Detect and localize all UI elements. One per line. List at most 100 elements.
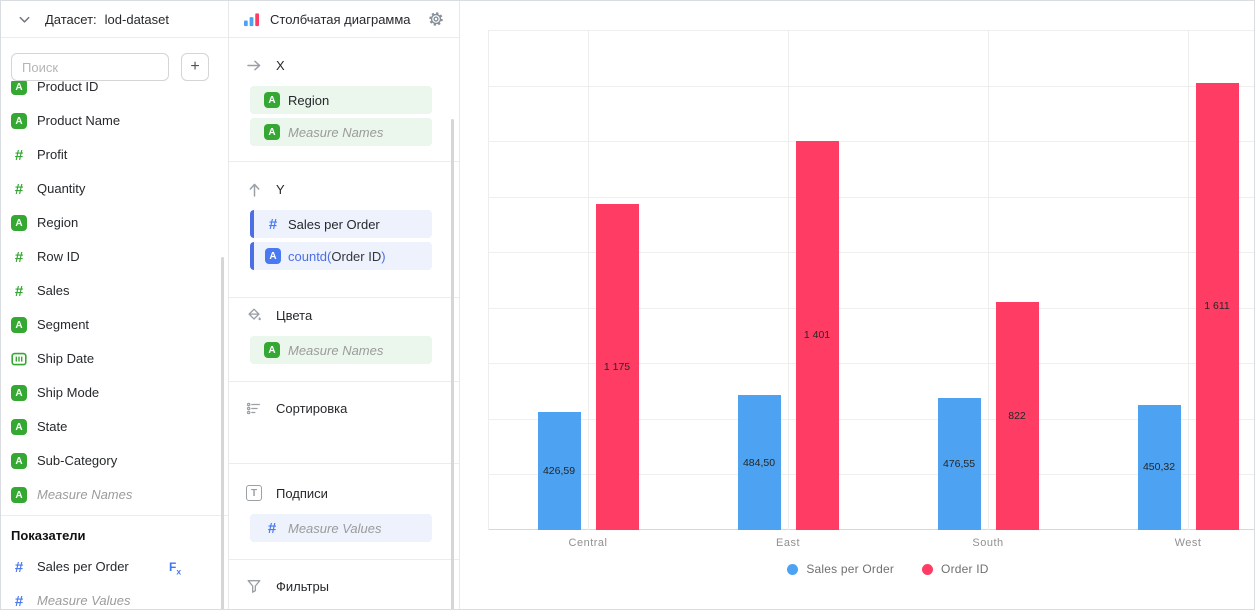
- bar-order-id-east[interactable]: 1 401: [795, 140, 839, 530]
- legend-item-sales-per-order[interactable]: Sales per Order: [787, 562, 894, 576]
- number-field-icon: #: [268, 215, 278, 233]
- paint-bucket-icon: [245, 307, 263, 323]
- bar-sales-per-order-south[interactable]: 476,55: [937, 397, 981, 530]
- pill-measure-values[interactable]: # Measure Values: [250, 514, 432, 542]
- field-item-quantity[interactable]: # Quantity: [1, 172, 220, 206]
- pill-region[interactable]: A Region: [250, 86, 432, 114]
- x-axis-label-south: South: [972, 537, 1004, 549]
- divider: [229, 463, 459, 464]
- string-field-icon: A: [11, 419, 27, 435]
- measures-divider: [1, 515, 228, 516]
- x-axis-labels: Central East South West: [488, 537, 1254, 553]
- measure-item-measure-values[interactable]: # Measure Values: [1, 584, 220, 610]
- labels-pills: # Measure Values: [250, 514, 432, 542]
- measure-list: # Sales per Order Fx # Measure Values: [1, 550, 220, 610]
- plot-area: 426,59 1 175 484,50 1 401 476,55 822 450,32 1 6…: [488, 30, 1254, 530]
- y-gridline: [488, 141, 1254, 143]
- pill-label: countd(Order ID): [288, 248, 386, 264]
- field-item-ship-date[interactable]: Ship Date: [1, 342, 220, 376]
- field-item-region[interactable]: A Region: [1, 206, 220, 240]
- dataset-name[interactable]: lod-dataset: [104, 11, 169, 27]
- pill-label: Measure Names: [288, 342, 384, 358]
- measure-item-sales-per-order[interactable]: # Sales per Order Fx: [1, 550, 220, 584]
- collapse-chevron-icon[interactable]: [17, 12, 32, 27]
- bar-sales-per-order-west[interactable]: 450,32: [1137, 404, 1181, 530]
- x-gridline: [1188, 30, 1189, 530]
- bar-order-id-south[interactable]: 822: [995, 301, 1039, 530]
- bar-chart-type-icon[interactable]: [243, 12, 260, 27]
- formula-fx-icon[interactable]: Fx: [169, 560, 182, 577]
- x-gridline: [588, 30, 589, 530]
- legend-item-order-id[interactable]: Order ID: [922, 562, 989, 576]
- pill-measure-names[interactable]: A Measure Names: [250, 336, 432, 364]
- x-axis-label-west: West: [1174, 537, 1202, 549]
- config-panel-scrollbar[interactable]: [451, 119, 454, 609]
- y-gridline: [488, 418, 1254, 420]
- string-field-icon: A: [264, 342, 280, 358]
- add-field-button[interactable]: +: [181, 53, 209, 81]
- divider: [229, 297, 459, 298]
- pill-label: Measure Names: [288, 124, 384, 140]
- number-field-icon: #: [14, 180, 24, 198]
- number-field-icon: #: [14, 558, 24, 576]
- x-gridline: [788, 30, 789, 530]
- string-field-icon: A: [264, 124, 280, 140]
- colors-pills: A Measure Names: [250, 336, 432, 364]
- category-column-south: 476,55 822: [888, 30, 1088, 530]
- field-search-input[interactable]: [11, 53, 169, 81]
- field-item-measure-names[interactable]: A Measure Names: [1, 478, 220, 512]
- y-axis-icon: [245, 181, 263, 198]
- field-label: Region: [37, 215, 79, 230]
- field-item-product-name[interactable]: A Product Name: [1, 104, 220, 138]
- field-label: Profit: [37, 147, 68, 162]
- date-field-icon: [11, 351, 27, 372]
- measure-label: Sales per Order: [37, 559, 129, 574]
- string-field-icon: A: [11, 317, 27, 333]
- bar-value-label: 484,50: [742, 456, 776, 469]
- bar-sales-per-order-central[interactable]: 426,59: [537, 411, 581, 530]
- measures-header: Показатели: [11, 528, 86, 543]
- string-field-icon: A: [11, 453, 27, 469]
- field-item-segment[interactable]: A Segment: [1, 308, 220, 342]
- field-label: State: [37, 419, 68, 434]
- bar-order-id-west[interactable]: 1 611: [1195, 82, 1239, 530]
- field-item-profit[interactable]: # Profit: [1, 138, 220, 172]
- field-item-ship-mode[interactable]: A Ship Mode: [1, 376, 220, 410]
- legend-label: Sales per Order: [806, 562, 895, 576]
- y-gridline: [488, 252, 1254, 254]
- section-x-label: X: [276, 57, 285, 73]
- y-gridline: [488, 196, 1254, 198]
- pill-stripe: [250, 210, 254, 238]
- bar-sales-per-order-east[interactable]: 484,50: [737, 395, 781, 530]
- field-item-product-id[interactable]: A Product ID: [1, 70, 220, 104]
- legend-label: Order ID: [941, 562, 989, 576]
- field-label: Ship Mode: [37, 385, 100, 400]
- y-gridline: [488, 474, 1254, 476]
- dataset-panel-scrollbar[interactable]: [221, 257, 224, 609]
- field-search-zone: +: [1, 38, 223, 81]
- string-field-icon: A: [11, 79, 27, 95]
- section-labels: T Подписи # Measure Values: [229, 481, 459, 542]
- section-x: X A Region A Measure Names: [229, 53, 459, 146]
- dataset-label: Датасет:: [45, 11, 97, 27]
- field-item-sales[interactable]: # Sales: [1, 274, 220, 308]
- pill-label: Measure Values: [288, 520, 382, 536]
- field-label: Product Name: [37, 113, 121, 128]
- category-column-central: 426,59 1 175: [488, 30, 688, 530]
- field-item-sub-category[interactable]: A Sub-Category: [1, 444, 220, 478]
- pill-stripe: [250, 242, 254, 270]
- string-field-icon: A: [264, 92, 280, 108]
- pill-label: Sales per Order: [288, 216, 380, 232]
- pill-sales-per-order[interactable]: # Sales per Order: [250, 210, 432, 238]
- sort-icon: [245, 401, 263, 416]
- bar-order-id-central[interactable]: 1 175: [595, 203, 639, 530]
- x-axis-label-east: East: [775, 537, 800, 549]
- chart-config-panel: Столбчатая диаграмма X A Region A Measure N…: [229, 1, 460, 609]
- bar-value-label: 426,59: [542, 464, 576, 477]
- pill-measure-names[interactable]: A Measure Names: [250, 118, 432, 146]
- field-item-row-id[interactable]: # Row ID: [1, 240, 220, 274]
- gear-icon[interactable]: [427, 10, 445, 28]
- field-item-state[interactable]: A State: [1, 410, 220, 444]
